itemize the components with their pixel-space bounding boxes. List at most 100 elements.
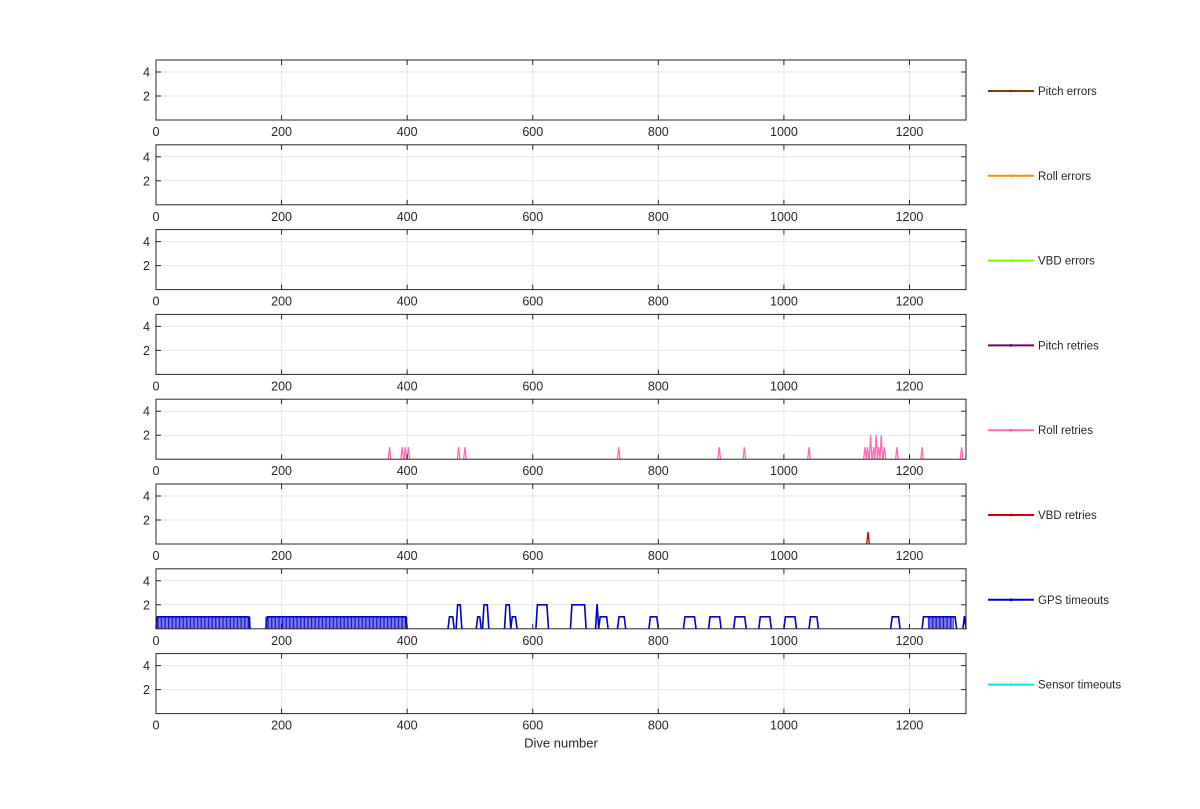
x-tick-label: 400 [397, 210, 418, 224]
legend-label: Sensor timeouts [1038, 680, 1121, 692]
x-tick-label: 200 [271, 549, 292, 563]
data-mark [682, 616, 697, 629]
data-mark [155, 616, 251, 629]
y-tick-label: 4 [143, 574, 150, 588]
data-mark [921, 616, 958, 629]
data-mark [456, 447, 461, 460]
legend-entry: VBD errors [988, 256, 1095, 268]
data-mark [503, 604, 512, 629]
data-mark [879, 435, 884, 460]
x-tick-label: 1200 [896, 379, 924, 393]
data-mark [447, 616, 456, 629]
data-mark [742, 447, 747, 460]
y-tick-label: 4 [143, 320, 150, 334]
data-mark [509, 616, 518, 629]
subplot-5: 0 200 400 600 800 1000 1200 2 4 Roll retries [143, 398, 1093, 478]
x-tick-label: 1000 [770, 464, 798, 478]
x-tick-label: 200 [271, 379, 292, 393]
y-tick-label: 2 [143, 429, 150, 443]
x-tick-label: 1200 [896, 719, 924, 733]
series-6 [866, 531, 870, 545]
x-tick-label: 200 [271, 125, 292, 139]
x-tick-label: 400 [397, 379, 418, 393]
x-tick-label: 1200 [896, 549, 924, 563]
axes-box [155, 229, 967, 291]
x-tick-label: 800 [648, 295, 669, 309]
x-tick-label: 400 [397, 464, 418, 478]
y-tick-label: 2 [143, 174, 150, 188]
x-tick-label: 1000 [770, 295, 798, 309]
data-mark [455, 604, 463, 629]
axes-box [155, 568, 967, 630]
x-tick-label: 400 [397, 719, 418, 733]
data-mark [265, 616, 408, 629]
x-tick-label: 400 [397, 295, 418, 309]
x-tick-label: 0 [153, 295, 160, 309]
x-tick-label: 600 [522, 295, 543, 309]
x-tick-label: 600 [522, 125, 543, 139]
y-tick-label: 4 [143, 66, 150, 80]
legend-entry: VBD retries [988, 510, 1097, 522]
x-tick-label: 600 [522, 634, 543, 648]
data-mark [868, 435, 873, 460]
data-mark [808, 616, 820, 629]
data-mark [535, 604, 550, 629]
x-tick-label: 1000 [770, 719, 798, 733]
data-mark [894, 447, 899, 460]
subplot-7: 0 200 400 600 800 1000 1200 2 4 GPS timeouts [143, 568, 1109, 648]
legend-marker [1009, 683, 1013, 686]
subplot-1: 0 200 400 600 800 1000 1200 2 4 Pitch errors [143, 59, 1097, 139]
subplot-4: 0 200 400 600 800 1000 1200 2 4 Pitch retries [143, 313, 1099, 393]
data-mark [732, 616, 748, 629]
x-tick-label: 200 [271, 295, 292, 309]
data-mark [400, 447, 405, 460]
legend-label: Pitch retries [1038, 340, 1099, 352]
legend-entry: Sensor timeouts [988, 680, 1121, 692]
legend-marker [1009, 174, 1013, 178]
legend-marker [1009, 513, 1013, 517]
x-tick-label: 600 [522, 210, 543, 224]
y-tick-label: 4 [143, 150, 150, 164]
x-tick-label: 0 [153, 379, 160, 393]
subplot-3: 0 200 400 600 800 1000 1200 2 4 VBD errors [143, 229, 1095, 309]
y-tick-label: 2 [143, 344, 150, 358]
x-tick-label: 1000 [770, 634, 798, 648]
x-tick-label: 400 [397, 634, 418, 648]
x-tick-label: 800 [648, 549, 669, 563]
data-mark [481, 604, 490, 629]
x-tick-label: 0 [153, 125, 160, 139]
data-mark [597, 616, 609, 629]
data-mark [882, 447, 887, 460]
series-7 [155, 604, 967, 629]
y-tick-label: 2 [143, 90, 150, 104]
y-tick-label: 2 [143, 514, 150, 528]
legend-label: VBD errors [1038, 256, 1095, 268]
x-tick-label: 600 [522, 379, 543, 393]
legend-label: Pitch errors [1038, 86, 1097, 98]
data-mark [717, 447, 722, 460]
x-tick-label: 800 [648, 719, 669, 733]
x-tick-label: 1200 [896, 295, 924, 309]
y-tick-label: 4 [143, 659, 150, 673]
x-tick-label: 600 [522, 464, 543, 478]
x-tick-label: 800 [648, 464, 669, 478]
axes-box [155, 59, 967, 121]
x-tick-label: 800 [648, 125, 669, 139]
subplot-2: 0 200 400 600 800 1000 1200 2 4 Roll errors [143, 144, 1091, 224]
data-mark [807, 447, 811, 460]
x-tick-label: 1200 [896, 464, 924, 478]
x-tick-label: 0 [153, 210, 160, 224]
axes-box [155, 144, 967, 206]
data-mark [594, 604, 600, 629]
x-tick-label: 1200 [896, 210, 924, 224]
y-tick-label: 2 [143, 259, 150, 273]
legend-marker [1009, 344, 1013, 347]
legend-marker [1009, 598, 1013, 602]
data-mark [920, 447, 924, 460]
legend-entry: Roll retries [988, 425, 1093, 437]
x-tick-label: 400 [397, 125, 418, 139]
y-tick-label: 2 [143, 598, 150, 612]
data-mark [874, 435, 879, 460]
